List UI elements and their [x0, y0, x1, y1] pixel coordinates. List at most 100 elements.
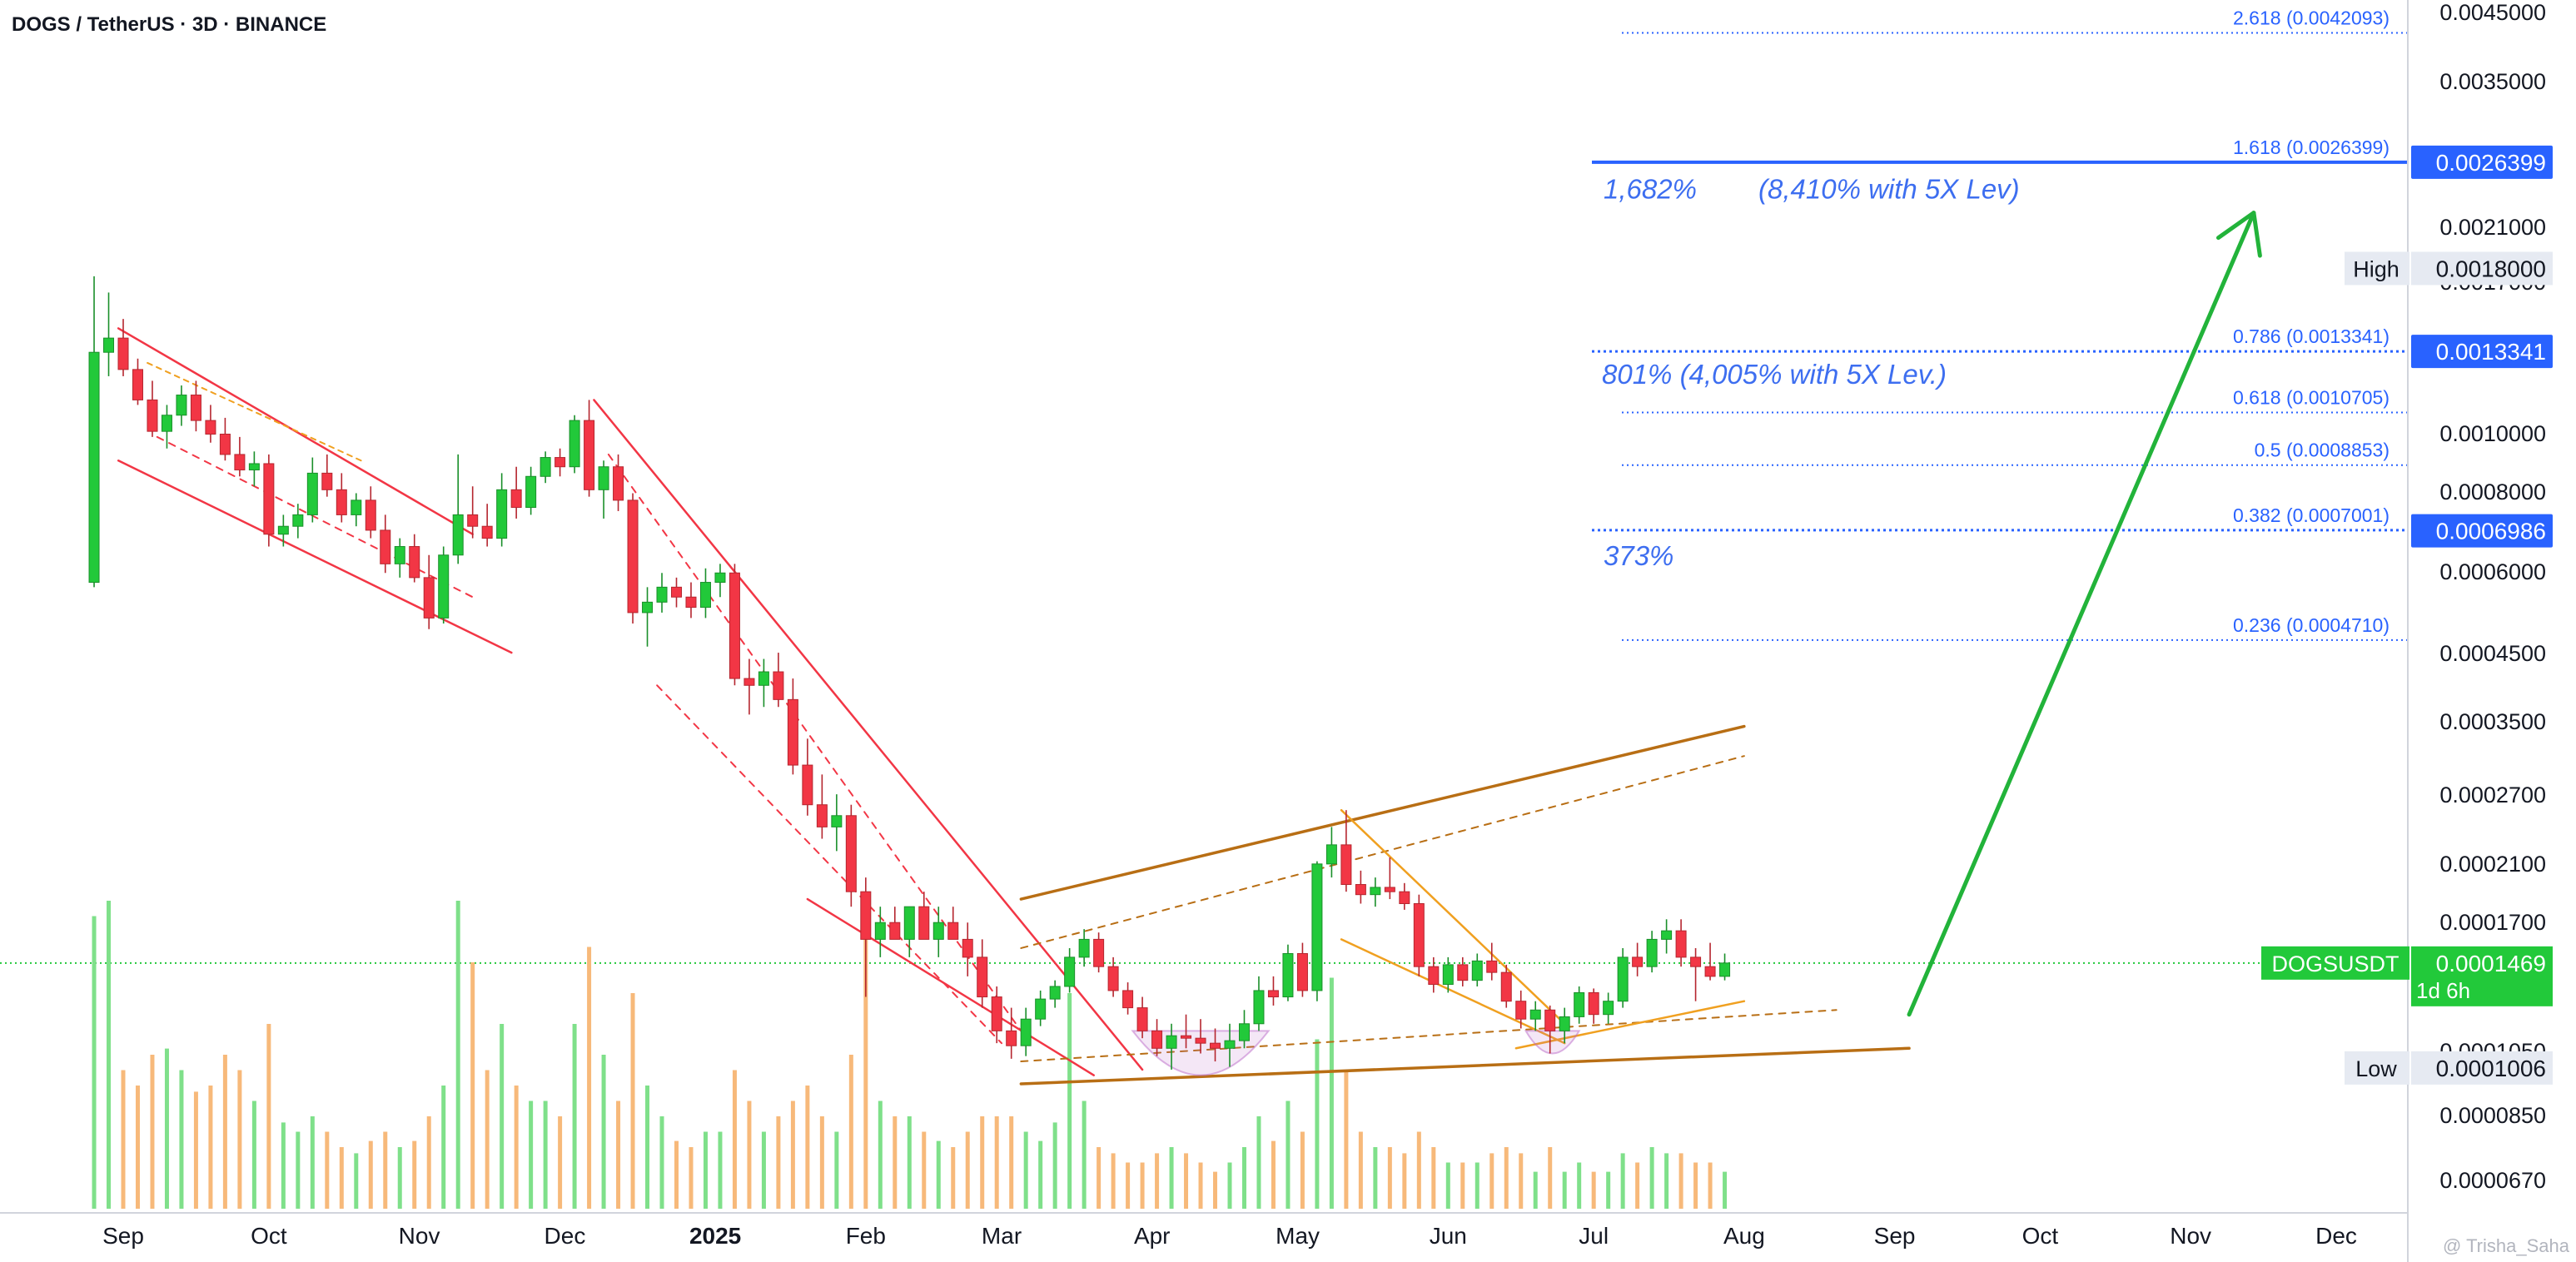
- volume-bar: [514, 1086, 519, 1209]
- volume-bar: [1693, 1162, 1698, 1209]
- candle-body: [467, 514, 479, 527]
- volume-bar: [732, 1070, 737, 1209]
- candle-body: [1296, 952, 1308, 991]
- candle-body: [613, 466, 624, 501]
- volume-bar: [1519, 1153, 1524, 1209]
- volume-bar: [150, 1055, 155, 1209]
- candle-body: [481, 525, 493, 539]
- volume-bar: [1591, 1171, 1596, 1209]
- candle-body: [1399, 891, 1410, 904]
- volume-bar: [1562, 1171, 1567, 1209]
- candle-body: [1471, 960, 1483, 981]
- candle-body: [161, 415, 172, 432]
- volume-bar: [1387, 1147, 1392, 1209]
- fibonacci-levels: 2.618 (0.0042093) 1.618 (0.0026399) 0.786 …: [0, 7, 2408, 964]
- volume-bar: [1606, 1171, 1611, 1209]
- volume-bar: [543, 1101, 548, 1209]
- price-badge: [2411, 335, 2553, 369]
- candle-body: [496, 489, 508, 539]
- price-badge: [2411, 145, 2553, 179]
- candle-body: [234, 454, 246, 471]
- volume-bar: [1504, 1147, 1509, 1209]
- candle-body: [1559, 1016, 1570, 1031]
- volume-bar: [747, 1101, 752, 1209]
- time-tick-label: Sep: [102, 1223, 144, 1249]
- candle-body: [336, 489, 347, 515]
- candle-body: [1238, 1023, 1250, 1041]
- volume-bar: [251, 1101, 256, 1209]
- time-axis[interactable]: Sep Oct Nov Dec 2025 Feb Mar Apr May Jun Jul Aug Sep…: [0, 1212, 2408, 1249]
- volume-bar: [761, 1131, 766, 1209]
- candle-body: [1413, 902, 1425, 967]
- volume-bar: [383, 1131, 388, 1209]
- volume-bar: [1155, 1153, 1160, 1209]
- candle-body: [351, 499, 362, 515]
- volume-bar: [1241, 1147, 1246, 1209]
- candle-body: [1442, 964, 1454, 986]
- volume-bar: [1489, 1153, 1494, 1209]
- volume-bar: [1402, 1153, 1407, 1209]
- time-tick-label: Jul: [1579, 1223, 1609, 1249]
- candle-body: [1574, 991, 1585, 1017]
- candle-body: [103, 337, 115, 353]
- candle-body: [889, 922, 901, 940]
- volume-bar: [805, 1086, 810, 1209]
- volume-bar: [339, 1147, 344, 1209]
- candle-body: [714, 572, 726, 584]
- candle-body: [699, 582, 711, 609]
- candle-body: [932, 922, 944, 940]
- time-tick-label: Sep: [1874, 1223, 1916, 1249]
- price-tag-label: Low: [2355, 1056, 2397, 1081]
- candle-body: [1486, 960, 1498, 973]
- candle-body: [1617, 956, 1629, 1002]
- volume-bar: [368, 1140, 373, 1209]
- volume-bar: [1227, 1162, 1232, 1209]
- volume-bar: [994, 1116, 999, 1209]
- gain-annotation: 373%: [1604, 540, 1673, 571]
- volume-bar: [1431, 1147, 1436, 1209]
- candle-body: [1632, 956, 1644, 967]
- volume-bar: [1097, 1147, 1102, 1209]
- volume-bar: [164, 1048, 169, 1209]
- candle-body: [88, 351, 100, 584]
- wedge2-mid-dashed: [607, 453, 1022, 1032]
- candle-body: [845, 815, 857, 892]
- volume-bar: [470, 962, 475, 1209]
- price-badge-text: 0.0018000: [2436, 256, 2546, 281]
- volume-bar: [1445, 1162, 1450, 1209]
- volume-bar: [558, 1116, 563, 1209]
- volume-bar: [179, 1070, 184, 1209]
- candle-body: [147, 399, 158, 432]
- candle-body: [802, 764, 813, 806]
- price-tick-label: 0.0021000: [2439, 215, 2546, 240]
- time-tick-label: Nov: [399, 1223, 440, 1249]
- candle-body: [525, 475, 537, 509]
- volume-bar: [718, 1131, 723, 1209]
- volume-bar: [426, 1116, 431, 1209]
- symbol-tag-box: [2261, 946, 2409, 980]
- volume-bar: [1315, 1039, 1320, 1209]
- candle-body: [947, 922, 959, 940]
- volume-bar: [1474, 1162, 1479, 1209]
- volume-bar: [1286, 1101, 1290, 1209]
- volume-bar: [1271, 1140, 1276, 1209]
- volume-bar: [1126, 1162, 1131, 1209]
- candle-body: [831, 815, 843, 827]
- candle-body: [1384, 887, 1395, 892]
- candle-body: [1122, 990, 1134, 1009]
- wedge1-mid-dashed: [156, 435, 474, 599]
- candle-body: [365, 499, 376, 531]
- volume-bar: [135, 1086, 140, 1209]
- volume-bar: [441, 1086, 446, 1209]
- candle-body: [816, 804, 828, 827]
- price-axis[interactable]: 0.0045000 0.0035000 0.0021000 0.0010000 0.00…: [2261, 0, 2576, 1262]
- volume-bar: [266, 1024, 271, 1209]
- price-tick-label: 0.0002700: [2439, 783, 2546, 807]
- time-tick-label: Nov: [2170, 1223, 2211, 1249]
- price-tag-box: [2345, 251, 2409, 286]
- projection-arrow-head: [2215, 211, 2262, 258]
- volume-bar: [630, 993, 635, 1209]
- time-tick-label: May: [1276, 1223, 1320, 1249]
- price-tick-label: 0.0035000: [2439, 69, 2546, 94]
